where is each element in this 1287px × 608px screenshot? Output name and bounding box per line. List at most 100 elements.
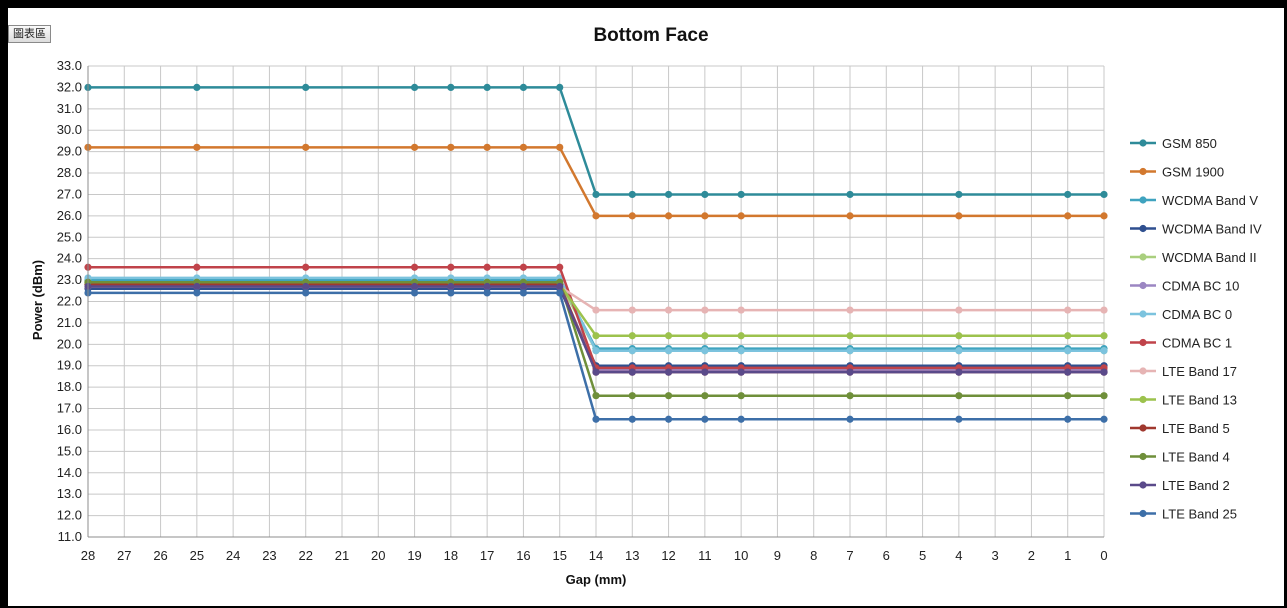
data-point bbox=[519, 143, 528, 151]
x-tick-label: 24 bbox=[226, 548, 240, 563]
data-point bbox=[447, 83, 455, 92]
data-point bbox=[846, 392, 854, 400]
y-tick-label: 25.0 bbox=[57, 229, 82, 244]
legend-item: LTE Band 5 bbox=[1130, 421, 1230, 436]
data-point bbox=[1100, 347, 1108, 355]
legend-swatch-marker bbox=[1139, 509, 1147, 518]
data-point bbox=[193, 263, 201, 271]
data-point bbox=[664, 347, 673, 355]
data-point bbox=[664, 212, 673, 220]
x-tick-label: 16 bbox=[516, 548, 530, 563]
series-group bbox=[84, 289, 1108, 423]
data-point bbox=[556, 289, 564, 297]
x-tick-label: 15 bbox=[552, 548, 566, 563]
data-point bbox=[193, 282, 201, 291]
data-point bbox=[628, 368, 636, 376]
data-point bbox=[519, 282, 528, 291]
x-tick-label: 19 bbox=[407, 548, 421, 563]
data-point bbox=[556, 83, 564, 92]
data-point bbox=[410, 143, 419, 151]
legend: GSM 850 GSM 1900 WCDMA Band V WCDMA Band IV… bbox=[1130, 136, 1262, 522]
data-point bbox=[483, 289, 491, 297]
data-point bbox=[737, 347, 745, 355]
data-point bbox=[302, 143, 310, 151]
data-point bbox=[1064, 190, 1072, 199]
series-group bbox=[84, 143, 1108, 220]
data-point bbox=[955, 332, 963, 340]
x-tick-label: 3 bbox=[992, 548, 999, 563]
data-point bbox=[701, 190, 709, 199]
data-point bbox=[483, 83, 491, 92]
data-point bbox=[592, 212, 600, 220]
legend-label: LTE Band 5 bbox=[1162, 421, 1230, 436]
data-point bbox=[955, 368, 963, 376]
data-point bbox=[1100, 368, 1108, 376]
x-tick-label: 27 bbox=[117, 548, 131, 563]
x-tick-label: 23 bbox=[262, 548, 276, 563]
legend-item: CDMA BC 10 bbox=[1130, 279, 1239, 294]
data-point bbox=[1100, 392, 1108, 400]
data-point bbox=[701, 368, 709, 376]
y-tick-label: 28.0 bbox=[57, 165, 82, 180]
legend-item: GSM 850 bbox=[1130, 136, 1217, 151]
legend-item: LTE Band 4 bbox=[1130, 450, 1230, 465]
data-point bbox=[955, 212, 963, 220]
x-tick-label: 25 bbox=[190, 548, 204, 563]
x-tick-label: 11 bbox=[698, 548, 712, 563]
axes: 11.0 12.0 13.0 14.0 15.0 16.0 17.0 18.0 19.0 20.0… bbox=[57, 58, 1108, 563]
x-tick-label: 17 bbox=[480, 548, 494, 563]
data-point bbox=[410, 83, 419, 92]
data-point bbox=[955, 190, 963, 199]
x-tick-label: 20 bbox=[371, 548, 385, 563]
data-point bbox=[701, 347, 709, 355]
legend-swatch-marker bbox=[1139, 338, 1147, 347]
legend-swatch-marker bbox=[1139, 481, 1147, 489]
series-lines bbox=[84, 83, 1108, 423]
legend-swatch-marker bbox=[1139, 253, 1147, 261]
y-tick-label: 13.0 bbox=[57, 486, 82, 501]
y-tick-label: 11.0 bbox=[58, 529, 82, 544]
legend-label: CDMA BC 1 bbox=[1162, 336, 1232, 351]
data-point bbox=[1064, 212, 1072, 220]
data-point bbox=[628, 347, 636, 355]
legend-label: LTE Band 25 bbox=[1162, 507, 1237, 522]
data-point bbox=[628, 415, 636, 423]
y-tick-label: 15.0 bbox=[57, 443, 82, 458]
data-point bbox=[846, 190, 854, 199]
data-point bbox=[447, 289, 455, 297]
data-point bbox=[1100, 190, 1108, 199]
legend-item: CDMA BC 0 bbox=[1130, 307, 1232, 322]
data-point bbox=[664, 190, 673, 199]
y-tick-label: 26.0 bbox=[57, 208, 82, 223]
x-tick-label: 8 bbox=[810, 548, 817, 563]
data-point bbox=[664, 368, 673, 376]
data-point bbox=[1064, 415, 1072, 423]
data-point bbox=[483, 143, 491, 151]
series-group bbox=[84, 83, 1108, 199]
data-point bbox=[955, 415, 963, 423]
legend-swatch-marker bbox=[1139, 424, 1147, 432]
y-tick-label: 29.0 bbox=[57, 144, 82, 159]
legend-label: GSM 850 bbox=[1162, 136, 1217, 151]
data-point bbox=[556, 143, 564, 151]
data-point bbox=[664, 415, 673, 423]
x-tick-label: 12 bbox=[661, 548, 675, 563]
x-axis-title: Gap (mm) bbox=[566, 572, 627, 587]
data-point bbox=[701, 392, 709, 400]
data-point bbox=[955, 392, 963, 400]
y-tick-label: 23.0 bbox=[57, 272, 82, 287]
legend-swatch-marker bbox=[1139, 310, 1147, 318]
y-tick-label: 31.0 bbox=[57, 101, 82, 116]
data-point bbox=[701, 332, 709, 340]
y-tick-label: 27.0 bbox=[57, 186, 82, 201]
data-point bbox=[628, 392, 636, 400]
data-point bbox=[302, 289, 310, 297]
data-point bbox=[846, 368, 854, 376]
legend-label: LTE Band 17 bbox=[1162, 364, 1237, 379]
x-tick-label: 1 bbox=[1064, 548, 1071, 563]
data-point bbox=[1100, 415, 1108, 423]
data-point bbox=[846, 306, 854, 314]
legend-item: WCDMA Band II bbox=[1130, 250, 1257, 265]
data-point bbox=[193, 289, 201, 297]
data-point bbox=[193, 83, 201, 92]
